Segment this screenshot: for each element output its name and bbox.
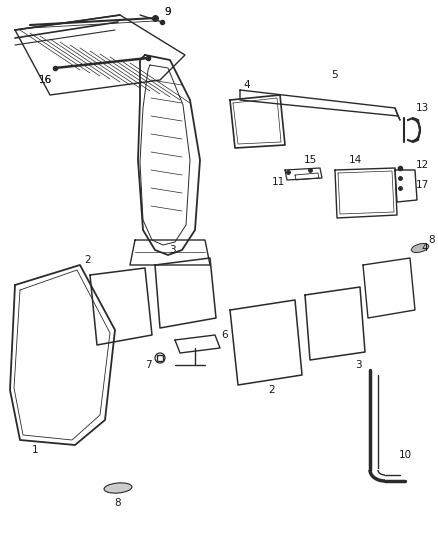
Text: 8: 8 — [115, 498, 121, 508]
Text: 9: 9 — [165, 7, 171, 17]
Text: 13: 13 — [415, 103, 429, 113]
Text: 10: 10 — [399, 450, 412, 460]
Text: 14: 14 — [348, 155, 362, 165]
Text: 17: 17 — [415, 180, 429, 190]
Ellipse shape — [104, 483, 132, 493]
Text: 3: 3 — [169, 245, 175, 255]
Text: 8: 8 — [429, 235, 435, 245]
Text: 11: 11 — [272, 177, 285, 187]
Text: 15: 15 — [304, 155, 317, 165]
Text: 4: 4 — [244, 80, 250, 90]
Text: 4: 4 — [422, 243, 428, 253]
Text: 5: 5 — [332, 70, 338, 80]
Text: 16: 16 — [39, 75, 52, 85]
Text: 2: 2 — [85, 255, 91, 265]
Text: 3: 3 — [355, 360, 361, 370]
Text: 2: 2 — [268, 385, 276, 395]
Text: 16: 16 — [39, 75, 52, 85]
Text: 7: 7 — [145, 360, 151, 370]
Ellipse shape — [411, 244, 429, 253]
Text: 9: 9 — [165, 7, 171, 17]
Text: 1: 1 — [32, 445, 38, 455]
Text: 12: 12 — [415, 160, 429, 170]
Text: 6: 6 — [222, 330, 228, 340]
